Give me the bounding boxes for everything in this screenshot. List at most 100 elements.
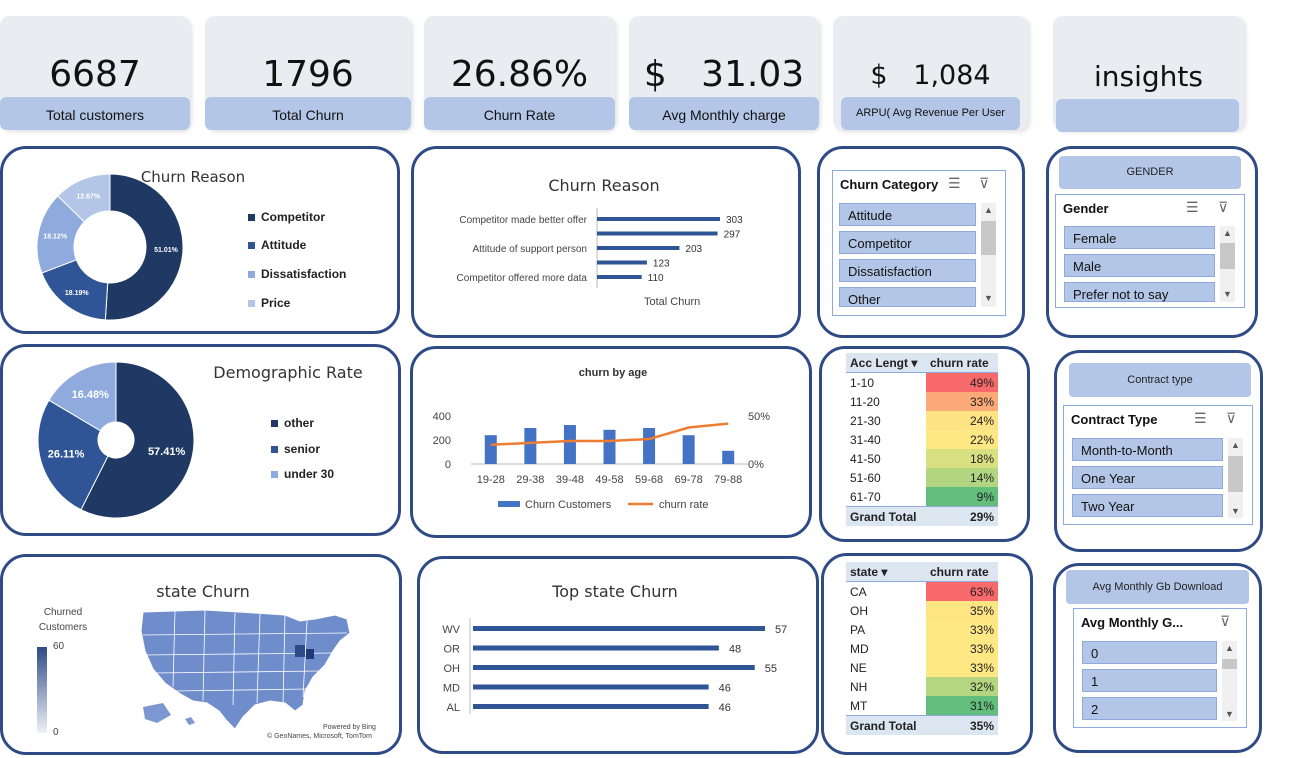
slicer-item[interactable]: Male [1064,254,1215,277]
map-legend-title: Churned Customers [38,607,88,633]
bar[interactable] [524,428,537,464]
churn-reason-bar-panel: Churn Reason 303 Competitor made better o… [411,146,801,338]
kpi-total-churn: 1796 Total Churn [205,16,411,130]
slicer-item[interactable]: 0 [1082,641,1217,664]
state-borders [142,609,348,706]
us-map[interactable] [135,607,360,737]
scrollbar-thumb[interactable] [981,221,996,255]
legend-item: Dissatisfaction [248,267,346,281]
scroll-down-icon[interactable]: ▼ [1231,506,1240,516]
scroll-up-icon[interactable]: ▲ [1225,643,1234,653]
bar[interactable] [473,645,719,651]
data-label: 18.12% [43,234,68,241]
data-label: 46 [719,702,731,714]
slicer-header: Contract Type [1071,412,1158,427]
pivot-row: PA 33% [846,620,998,639]
data-label: 57 [775,624,787,636]
category-label: OH [444,663,461,675]
slicer-item[interactable]: Prefer not to say [1064,282,1215,302]
slicer-item[interactable]: One Year [1072,466,1223,489]
pivot-value-cell: 33% [926,392,998,411]
pivot-row-label: OH [850,603,868,618]
bar[interactable] [597,217,720,221]
donut-slice[interactable] [104,173,184,321]
slicer-item[interactable]: Competitor [839,231,976,254]
donut-slice[interactable] [48,361,117,432]
churn-by-age-panel: churn by age 400 200 0 50% 0% 19-28 29-38 39-48… [410,346,812,538]
bar[interactable] [597,246,680,250]
data-label: 57.41% [148,446,186,458]
clear-filter-icon[interactable]: ⊽ [979,175,990,191]
bar[interactable] [597,275,642,279]
category-label: OR [444,644,461,656]
scrollbar-thumb[interactable] [1222,659,1237,669]
donut-slice[interactable] [80,361,195,519]
bar[interactable] [603,429,616,464]
bar[interactable] [473,626,765,631]
churn-rate-line[interactable] [490,422,729,447]
gender-slicer[interactable]: Gender ☰ ⊽ Female Male Prefer not to say… [1055,194,1245,308]
pivot-filter-header[interactable]: state ▾ [846,562,926,582]
y-tick-label: 0 [445,459,451,471]
donut-slice[interactable] [37,399,109,511]
pivot-row-label: 31-40 [850,432,881,447]
legend-swatch [271,471,278,479]
insights-card[interactable]: insights [1053,16,1244,132]
bar[interactable] [643,428,656,464]
pivot-filter-header[interactable]: Acc Lengt ▾ [846,353,926,373]
slicer-item[interactable]: Two Year [1072,494,1223,517]
donut-slice[interactable] [57,173,111,223]
scrollbar[interactable] [981,203,996,307]
bar[interactable] [473,665,755,670]
slicer-item[interactable]: 2 [1082,697,1217,720]
multi-select-icon[interactable]: ☰ [1186,199,1199,215]
scroll-down-icon[interactable]: ▼ [1225,709,1234,719]
multi-select-icon[interactable]: ☰ [1194,410,1207,426]
data-label: 110 [648,273,664,284]
data-label: 48 [729,644,741,656]
gender-label: GENDER [1059,156,1241,189]
slicer-item[interactable]: Month-to-Month [1072,438,1223,461]
clear-filter-icon[interactable]: ⊽ [1226,410,1237,426]
slicer-header: Gender [1063,201,1109,216]
slicer-item[interactable]: Other [839,287,976,307]
clear-filter-icon[interactable]: ⊽ [1218,199,1229,215]
bar[interactable] [682,435,695,464]
multi-select-icon[interactable]: ☰ [948,175,961,191]
slicer-item[interactable]: Female [1064,226,1215,249]
pivot-row: 11-20 33% [846,392,998,411]
legend-label: under 30 [284,467,335,481]
churn-category-slicer[interactable]: Churn Category ☰ ⊽ Attitude Competitor D… [832,170,1006,316]
pivot-total-label: Grand Total [846,715,926,735]
kpi-arpu: $ 1,084 ARPU( Avg Revenue Per User [833,16,1028,130]
contract-type-slicer[interactable]: Contract Type ☰ ⊽ Month-to-Month One Yea… [1063,405,1253,525]
legend-swatch [271,446,278,454]
pivot-total-label: Grand Total [846,506,926,526]
scroll-up-icon[interactable]: ▲ [1223,228,1232,238]
bar[interactable] [473,684,709,690]
bar[interactable] [597,260,647,265]
scrollbar-thumb[interactable] [1228,456,1243,492]
scroll-down-icon[interactable]: ▼ [1223,289,1232,299]
avg-monthly-gb-slicer[interactable]: Avg Monthly G... ⊽ 0 1 2 ▲ ▼ [1073,608,1247,728]
bar[interactable] [563,425,576,464]
scroll-up-icon[interactable]: ▲ [1231,440,1240,450]
bar[interactable] [484,435,497,464]
chart-title: Demographic Rate [213,363,363,382]
pivot-value-cell: 9% [926,487,998,507]
bar[interactable] [473,704,709,709]
bar[interactable] [722,450,735,464]
pivot-row: 31-40 22% [846,430,998,449]
scroll-down-icon[interactable]: ▼ [984,293,993,303]
slicer-item[interactable]: Attitude [839,203,976,226]
bar[interactable] [597,231,718,236]
scrollbar-thumb[interactable] [1220,243,1235,269]
slicer-item[interactable]: 1 [1082,669,1217,692]
clear-filter-icon[interactable]: ⊽ [1220,613,1231,629]
slicer-item[interactable]: Dissatisfaction [839,259,976,282]
x-tick-label: 59-68 [635,474,663,486]
pivot-value-header: churn rate [926,353,998,373]
pivot-value-cell: 35% [926,601,998,620]
pivot-value-cell: 33% [926,658,998,677]
scroll-up-icon[interactable]: ▲ [984,205,993,215]
